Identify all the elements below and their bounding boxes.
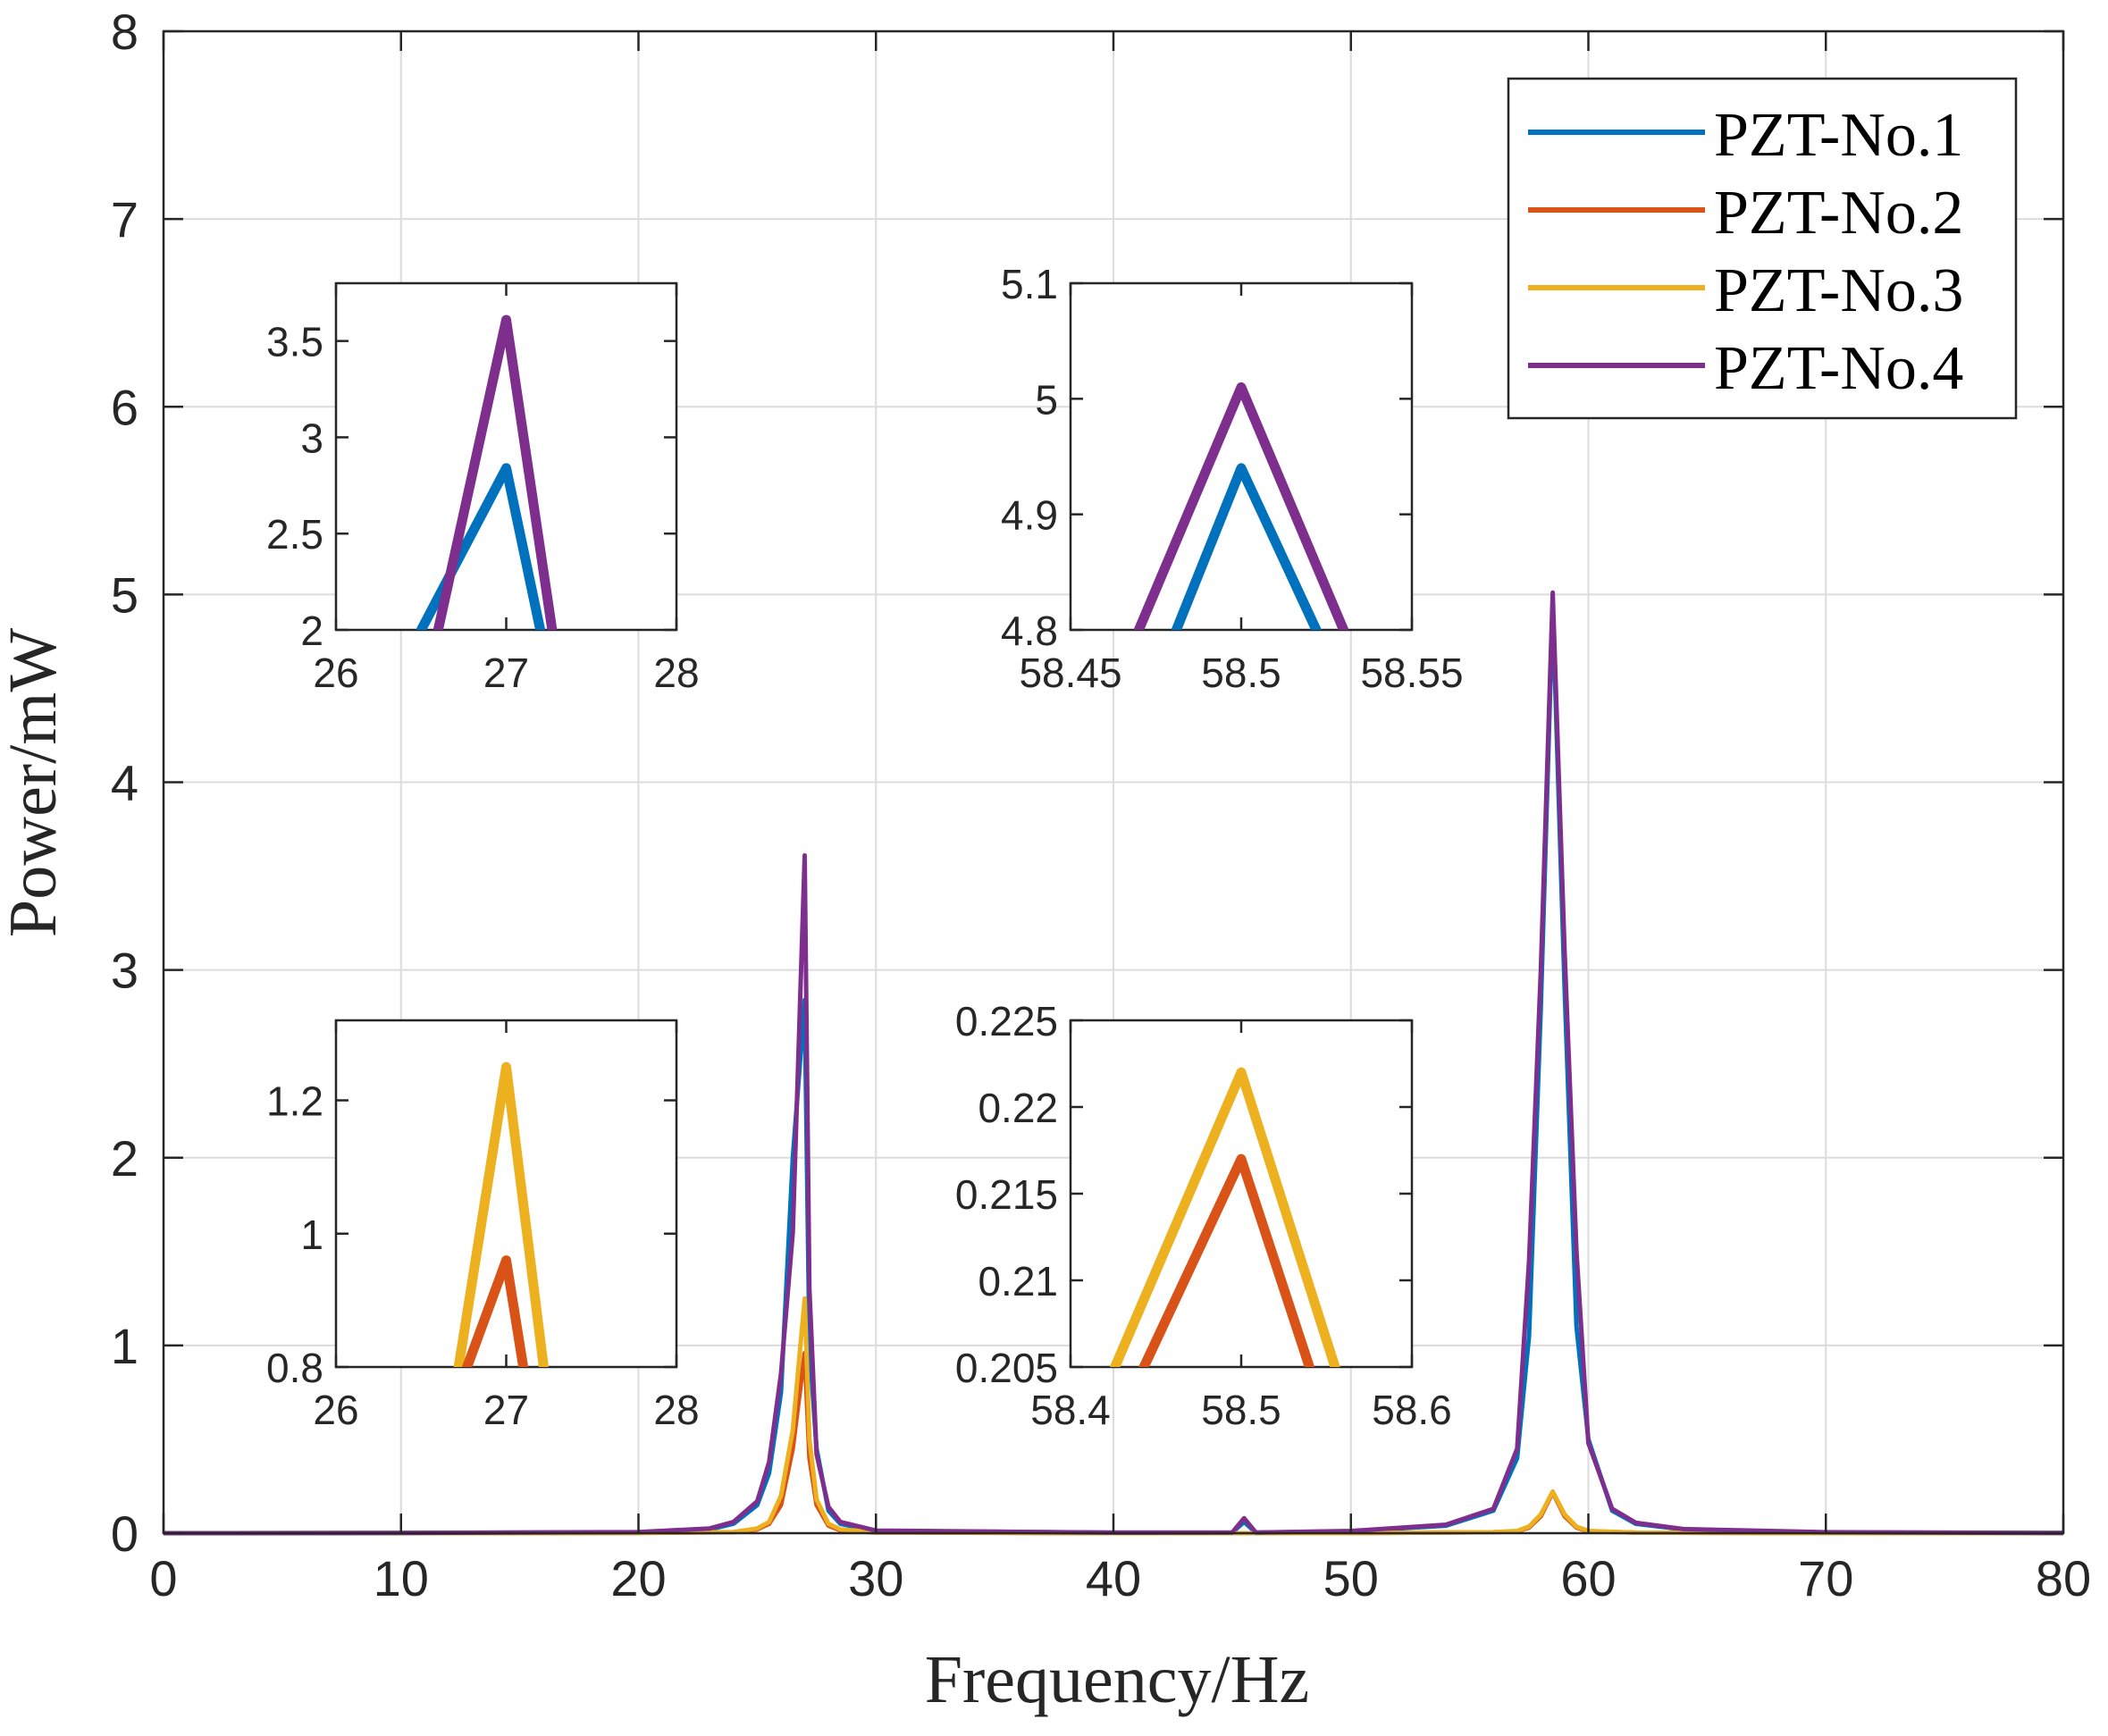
y-tick-label: 3: [111, 943, 139, 999]
y-tick-label: 6: [111, 379, 139, 435]
legend: PZT-No.1 PZT-No.2 PZT-No.3 PZT-No.4: [1507, 77, 2018, 420]
inset-y-tick-label: 4.8: [1001, 608, 1058, 654]
y-tick-label: 5: [111, 566, 139, 623]
inset-y-tick-label: 5.1: [1001, 261, 1058, 307]
inset-x-tick-label: 58.6: [1372, 1387, 1452, 1433]
inset-y-tick-label: 3: [300, 415, 323, 461]
legend-label-1: PZT-No.1: [1714, 101, 1963, 170]
inset-y-tick-label: 0.21: [978, 1258, 1058, 1304]
main-axes: 0 10 20 30 40 50 60 70 80 0 1 2 3 4 5 6 7 8: [111, 4, 2091, 1606]
y-tick-label: 7: [111, 191, 139, 247]
series-line-4: [163, 590, 2064, 1536]
inset-x-tick-label: 58.5: [1201, 650, 1281, 696]
inset-lines: [1133, 382, 1349, 630]
x-tick-label: 40: [1086, 1550, 1141, 1606]
inset-lines: [1110, 1067, 1340, 1367]
inset-2: 58.45 58.5 58.55 4.8 4.9 5 5.1: [1001, 261, 1464, 696]
inset-y-tick-label: 0.225: [955, 998, 1058, 1044]
x-tick-label: 80: [2036, 1550, 2091, 1606]
x-tick-label: 70: [1798, 1550, 1853, 1606]
y-tick-label: 8: [111, 4, 139, 60]
inset-x-tick-label: 27: [483, 1387, 529, 1433]
inset-y-tick-label: 0.22: [978, 1085, 1058, 1131]
inset-y-tick-label: 0.8: [266, 1345, 323, 1391]
inset-4: 58.4 58.5 58.6 0.205 0.21 0.215 0.22 0.225: [955, 998, 1452, 1433]
inset-1: 26 27 28 2 2.5 3 3.5: [266, 281, 700, 696]
x-tick-label: 60: [1560, 1550, 1616, 1606]
legend-label-3: PZT-No.3: [1714, 256, 1963, 325]
inset-frame: [1069, 281, 1414, 632]
x-tick-label: 0: [149, 1550, 177, 1606]
inset-x-tick-label: 28: [653, 650, 699, 696]
y-tick-label: 4: [111, 755, 139, 811]
inset-line-1: [1171, 463, 1322, 630]
inset-line-1: [453, 1061, 549, 1367]
x-tick-label: 20: [610, 1550, 666, 1606]
x-tick-label: 10: [374, 1550, 429, 1606]
x-tick-label: 30: [848, 1550, 903, 1606]
inset-y-tick-label: 3.5: [266, 319, 323, 365]
inset-y-tick-label: 5: [1035, 376, 1058, 423]
inset-x-tick-label: 26: [313, 1387, 358, 1433]
inset-line-2: [1133, 382, 1349, 630]
inset-x-tick-label: 58.4: [1030, 1387, 1111, 1433]
inset-x-tick-label: 26: [313, 650, 358, 696]
inset-x-tick-label: 28: [653, 1387, 699, 1433]
x-axis-title: Frequency/Hz: [925, 1642, 1310, 1717]
legend-label-4: PZT-No.4: [1714, 334, 1963, 403]
inset-y-tick-label: 0.205: [955, 1345, 1058, 1391]
inset-y-tick-label: 1.2: [266, 1078, 323, 1125]
y-tick-label: 1: [111, 1318, 139, 1374]
y-tick-label: 2: [111, 1130, 139, 1187]
inset-y-tick-label: 2.5: [266, 511, 323, 558]
x-tick-label: 50: [1323, 1550, 1379, 1606]
legend-label-2: PZT-No.2: [1714, 179, 1963, 247]
inset-line-2: [1138, 1153, 1314, 1367]
inset-y-tick-label: 2: [300, 608, 323, 654]
inset-x-tick-label: 58.45: [1019, 650, 1121, 696]
inset-lines: [453, 1061, 549, 1367]
inset-x-tick-label: 27: [483, 650, 529, 696]
inset-y-tick-label: 4.9: [1001, 492, 1058, 539]
inset-x-tick-label: 58.5: [1201, 1387, 1281, 1433]
inset-line-2: [433, 314, 558, 630]
legend-box: [1507, 77, 2018, 420]
y-axis-title: Power/mW: [0, 628, 71, 937]
inset-y-tick-label: 0.215: [955, 1171, 1058, 1218]
y-tick-label: 0: [111, 1505, 139, 1562]
inset-lines: [416, 314, 558, 630]
inset-3: 26 27 28 0.8 1 1.2: [266, 1019, 700, 1433]
inset-line-2: [462, 1255, 529, 1367]
insets: 26 27 28 2 2.5 3 3.5 58.45 58.5 58.55 4.8 4.9 5 5.1 26…: [266, 261, 1464, 1433]
inset-x-tick-label: 58.55: [1360, 650, 1463, 696]
inset-line-1: [1110, 1067, 1340, 1367]
inset-y-tick-label: 1: [300, 1212, 323, 1258]
